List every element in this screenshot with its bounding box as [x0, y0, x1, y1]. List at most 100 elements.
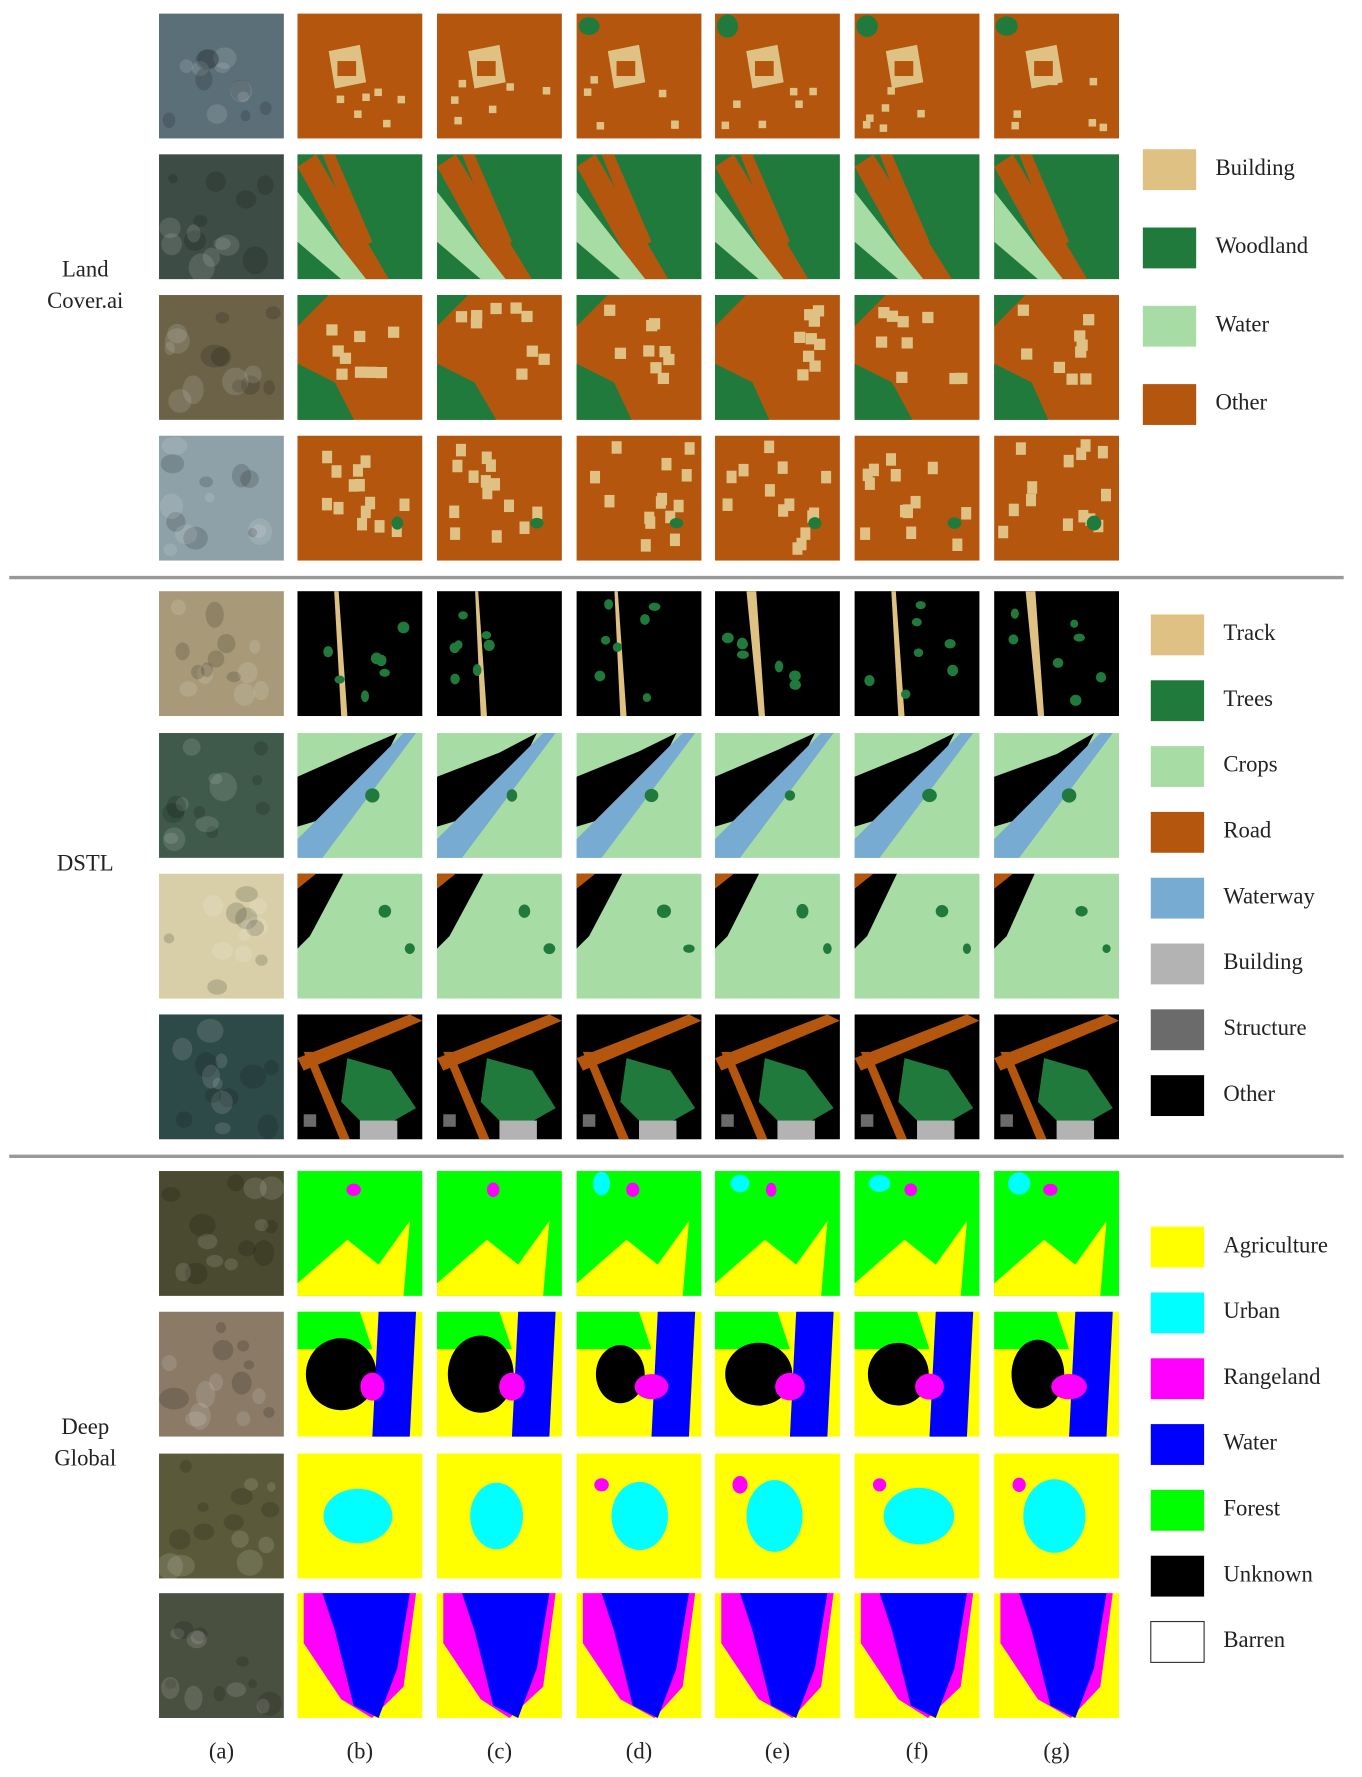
region — [808, 315, 820, 327]
region — [241, 375, 260, 395]
region — [854, 1014, 980, 1071]
region — [362, 93, 370, 102]
region — [716, 14, 739, 38]
region — [213, 237, 231, 250]
region — [929, 1311, 974, 1437]
region — [223, 1514, 244, 1531]
region — [208, 773, 223, 785]
region — [167, 1554, 196, 1577]
region — [354, 330, 366, 343]
region — [906, 526, 917, 540]
region — [521, 310, 533, 323]
region — [715, 733, 834, 858]
region — [1037, 1058, 1113, 1134]
region — [399, 498, 410, 512]
region — [173, 1621, 194, 1639]
region — [192, 1627, 208, 1642]
region — [789, 87, 798, 96]
region — [962, 943, 972, 954]
region — [894, 61, 914, 77]
region — [601, 154, 652, 248]
region — [458, 611, 468, 620]
region — [184, 1685, 203, 1711]
region — [715, 1311, 790, 1350]
legend-swatch — [1150, 1620, 1205, 1663]
region — [499, 1120, 537, 1140]
region — [164, 832, 179, 844]
region — [922, 788, 937, 803]
region — [365, 788, 380, 803]
legend-swatch — [1150, 811, 1205, 853]
legend-label: Other — [1215, 390, 1267, 415]
region — [639, 1120, 677, 1140]
region — [1000, 1114, 1013, 1127]
region — [1102, 944, 1111, 954]
legend-swatch — [1150, 1424, 1205, 1465]
region — [862, 468, 873, 482]
region — [245, 919, 265, 937]
region — [854, 873, 874, 889]
region — [1019, 154, 1070, 248]
region — [297, 363, 354, 420]
region — [437, 295, 469, 327]
region — [365, 366, 377, 378]
region — [961, 507, 972, 520]
region — [334, 675, 345, 684]
region — [195, 1380, 216, 1408]
region — [252, 1388, 266, 1405]
region — [576, 733, 677, 827]
region — [922, 311, 934, 324]
region — [715, 435, 840, 561]
region — [159, 1593, 284, 1718]
region — [166, 511, 186, 532]
region — [265, 306, 281, 320]
region — [862, 120, 871, 129]
region — [238, 929, 251, 941]
region — [499, 1372, 525, 1401]
region — [159, 154, 284, 280]
region — [887, 87, 895, 95]
region — [488, 105, 497, 114]
region — [758, 120, 767, 129]
region — [715, 873, 760, 949]
section-label: Land — [62, 256, 109, 281]
region — [259, 101, 272, 116]
region — [205, 171, 226, 192]
legend-swatch — [1150, 1075, 1205, 1117]
region — [764, 484, 775, 497]
region — [604, 599, 614, 610]
legend-label: Building — [1223, 949, 1302, 974]
legend-swatch — [1150, 1226, 1205, 1268]
region — [230, 1488, 253, 1505]
region — [576, 1311, 652, 1350]
legend-swatch — [1150, 1555, 1205, 1597]
region — [778, 504, 789, 517]
region — [794, 331, 806, 343]
region — [640, 539, 651, 552]
region — [455, 443, 466, 457]
region — [611, 1481, 668, 1551]
region — [231, 1371, 252, 1395]
region — [740, 154, 790, 248]
region — [235, 886, 258, 903]
region — [202, 1064, 220, 1089]
region — [182, 738, 201, 756]
region — [159, 733, 284, 858]
region — [297, 733, 398, 827]
region — [437, 733, 556, 858]
region — [297, 1014, 423, 1071]
legend-swatch — [1150, 680, 1205, 722]
region — [159, 493, 184, 519]
region — [188, 253, 215, 282]
region — [1095, 672, 1107, 683]
region — [1073, 633, 1085, 642]
region — [1050, 77, 1058, 86]
region — [374, 88, 382, 97]
region — [215, 1053, 228, 1069]
region — [1097, 445, 1108, 459]
region — [879, 1593, 967, 1718]
region — [764, 440, 775, 454]
region — [594, 670, 606, 682]
region — [657, 492, 668, 506]
region — [193, 215, 208, 228]
